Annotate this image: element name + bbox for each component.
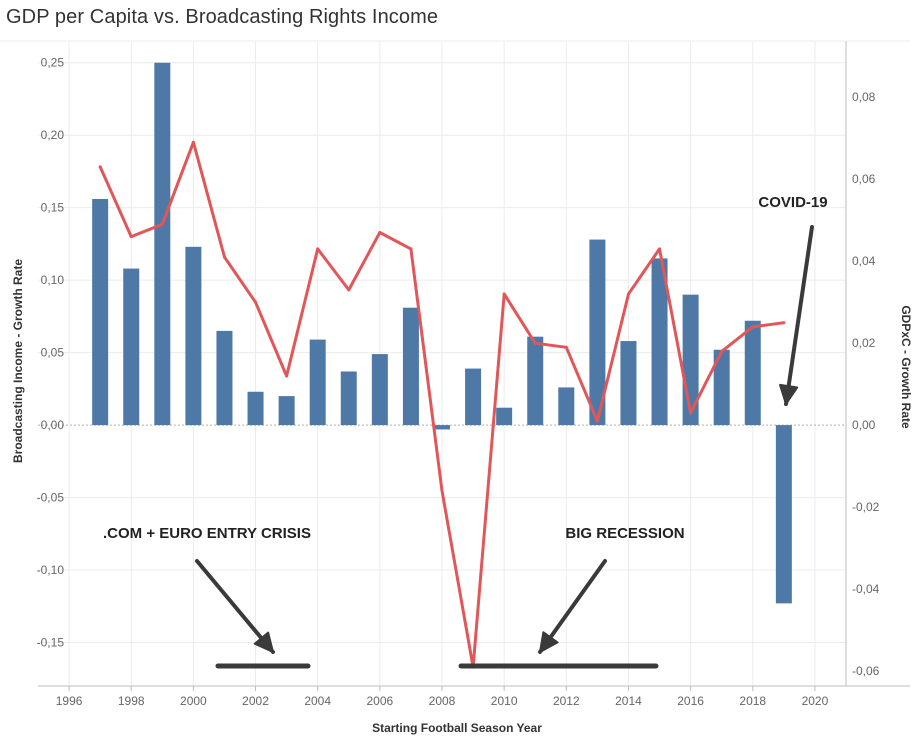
line-point-2001 [222,255,226,259]
bar-2006 [371,354,388,426]
bar-2017 [713,349,730,426]
bar-2011 [527,336,544,426]
x-tick-label: 2018 [739,694,766,708]
line-point-2002 [254,300,258,304]
arrow-recession-head [539,631,559,653]
arrow-dotcom [195,559,275,654]
bar-2004 [309,339,326,426]
annotation-label: BIG RECESSION [565,525,684,542]
x-tick-label: 2000 [180,694,207,708]
line-point-2013 [595,419,599,423]
chart-title: GDP per Capita vs. Broadcasting Rights I… [6,6,439,28]
y-left-tick-label: -0,05 [37,491,65,505]
bar-2010 [496,407,513,426]
x-tick-label: 2014 [615,694,642,708]
line-series [98,140,786,669]
bar-2000 [185,246,202,426]
line-point-2004 [316,247,320,251]
arrow-covid-head [779,383,799,405]
line-point-2000 [191,140,195,144]
y-left-tick-label: 0,20 [41,128,65,142]
bar-2003 [278,396,295,426]
y-left-tick-label: 0,10 [41,273,65,287]
bar-2015 [651,258,668,426]
line-point-1997 [98,165,102,169]
line-point-2008 [440,489,444,493]
line-point-1998 [129,235,133,239]
bar-2005 [340,371,357,426]
y-left-tick-label: -0,10 [37,563,65,577]
y-left-tick-label: -0,15 [37,636,65,650]
arrow-dotcom-head [253,631,274,653]
line-point-2011 [533,341,537,345]
line-point-2005 [347,288,351,292]
line-point-2018 [751,325,755,329]
y-left-tick-label: 0,15 [41,201,65,215]
x-tick-label: 2016 [677,694,704,708]
x-axis-title: Starting Football Season Year [372,721,542,735]
bar-series [92,62,792,604]
y-right-tick-label: 0,04 [852,254,876,268]
bar-2014 [620,341,637,426]
y-axis-right-title: GDPxC - Growth Rate [899,305,913,429]
line-point-2019 [782,321,786,325]
x-tick-label: 2004 [304,694,331,708]
y-right-tick-label: 0,02 [852,336,876,350]
annotations: .COM + EURO ENTRY CRISIS BIG RECESSION COV… [103,194,828,669]
tick-labels: 1996 1998 2000 2002 2004 2006 2008 2010 2012 2014… [37,56,880,708]
y-right-tick-label: 0,00 [852,418,876,432]
arrow-covid [784,225,814,406]
bar-2008 [434,425,450,430]
line-point-2015 [658,247,662,251]
line-point-2006 [378,230,382,234]
x-tick-label: 2008 [429,694,456,708]
y-left-tick-label: 0,05 [41,346,65,360]
y-right-tick-label: -0,04 [852,582,880,596]
line-point-2014 [626,292,630,296]
y-right-tick-label: 0,06 [852,172,876,186]
bar-1997 [92,198,109,426]
line-point-2017 [720,349,724,353]
bar-2012 [558,387,575,426]
y-left-tick-label: 0,00 [41,418,65,432]
annotation-label: .COM + EURO ENTRY CRISIS [103,525,311,542]
x-tick-label: 2002 [242,694,269,708]
x-tick-label: 1998 [118,694,145,708]
y-right-tick-label: -0,02 [852,500,880,514]
x-tick-label: 2010 [491,694,518,708]
bar-2009 [465,368,482,426]
bar-1999 [154,62,171,426]
line-point-2010 [502,292,506,296]
bar-2013 [589,239,606,426]
bar-2001 [216,330,233,426]
y-right-tick-label: 0,08 [852,90,876,104]
bar-2019 [775,425,792,604]
bar-2018 [744,320,761,426]
line-point-1999 [160,222,164,226]
bar-1998 [123,268,140,426]
bar-2002 [247,391,264,426]
line-point-2016 [689,411,693,415]
x-tick-label: 2006 [366,694,393,708]
annotation-label: COVID-19 [758,194,827,211]
y-left-tick-label: 0,25 [41,56,65,70]
x-tick-label: 2020 [802,694,829,708]
bar-2007 [402,307,419,426]
line-point-2007 [409,247,413,251]
y-axis-left-title: Broadcasting Income - Growth Rate [11,259,25,463]
y-right-tick-label: -0,06 [852,664,880,678]
line-point-2003 [285,374,289,378]
x-tick-label: 2012 [553,694,580,708]
x-tick-label: 1996 [56,694,83,708]
line-point-2012 [564,345,568,349]
